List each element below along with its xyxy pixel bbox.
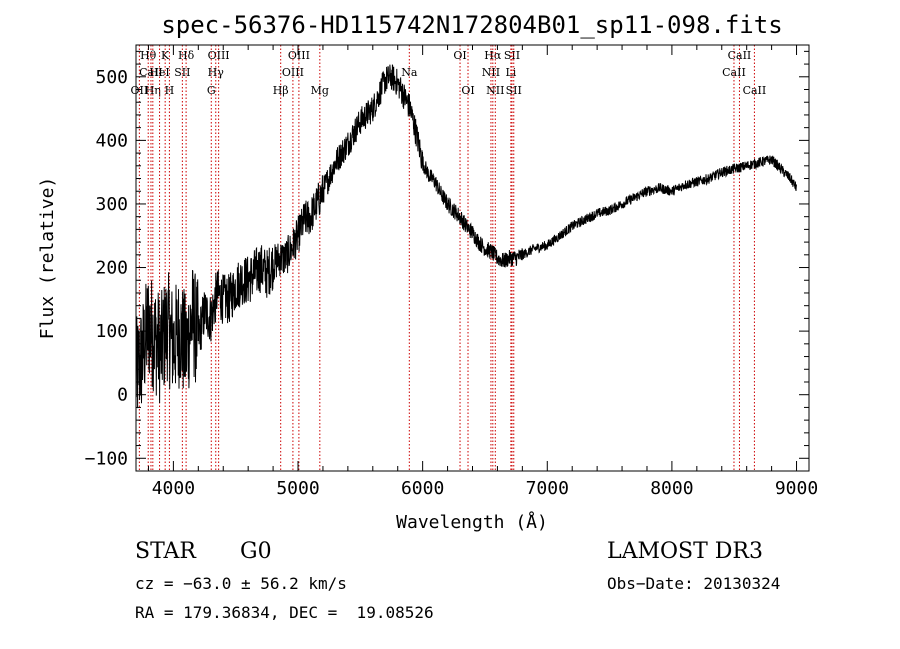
survey-name: LAMOST DR3 [607, 539, 763, 564]
x-axis-label: Wavelength (Å) [396, 511, 548, 533]
spectral-line-label-7: SII [174, 66, 190, 79]
plot-frame [135, 44, 810, 472]
spectral-line-label-10: Hγ [208, 66, 225, 79]
spectral-line-label-15: Mg [311, 84, 329, 97]
x-tick-label: 7000 [526, 478, 569, 499]
y-axis-label: Flux (relative) [37, 177, 58, 340]
ticks-layer: 4000 5000 6000 7000 8000 9000 −100 0 100 200 300 40… [85, 45, 818, 499]
series-layer [135, 64, 797, 409]
spectral-line-label-21: NII [486, 84, 504, 97]
spectral-line-label-23: Li [505, 66, 516, 79]
chart-title: spec-56376-HD115742N172804B01_sp11-098.f… [161, 11, 782, 39]
spectral-line-label-5: HeI [149, 66, 169, 79]
spectral-line-label-6: H [165, 84, 175, 97]
spectral-line-label-14: OIII [282, 66, 304, 79]
spectral-line-label-0: Hθ [140, 49, 157, 62]
y-tick-label: 200 [95, 258, 128, 279]
object-type: STAR [135, 539, 196, 564]
spectral-line-label-17: OI [453, 49, 466, 62]
spectral-line-label-2: OII [131, 84, 149, 97]
y-tick-label: 500 [95, 67, 128, 88]
axes-layer [135, 44, 810, 472]
spectral-line-label-26: CaII [722, 66, 746, 79]
obs-date-text: Obs−Date: 20130324 [607, 574, 781, 593]
x-tick-label: 8000 [650, 478, 693, 499]
spectral-line-label-4: K [161, 49, 170, 62]
spectral-line-label-13: OIII [288, 49, 310, 62]
y-tick-label: 100 [95, 321, 128, 342]
spectral-line-label-16: Na [401, 66, 418, 79]
spectral-line-label-8: Hδ [178, 49, 195, 62]
spectral-line-label-11: G [207, 84, 216, 97]
spectral-line-label-12: Hβ [273, 84, 289, 97]
coordinates-text: RA = 179.36834, DEC = 19.08526 [135, 603, 434, 622]
spectral-line-label-3: Hη [145, 84, 161, 97]
flux-series-line [135, 64, 797, 409]
spectral-line-label-27: CaII [743, 84, 767, 97]
spectral-line-label-1: CaII [139, 66, 163, 79]
x-tick-label: 6000 [401, 478, 444, 499]
spectral-line-label-9: OIII [208, 49, 230, 62]
x-tick-label: 4000 [152, 478, 195, 499]
redshift-text: cz = −63.0 ± 56.2 km/s [135, 574, 347, 593]
spectral-line-label-20: NII [482, 66, 500, 79]
spectral-line-label-18: OI [461, 84, 474, 97]
spectral-line-label-19: Hα [484, 49, 502, 62]
y-tick-label: 300 [95, 194, 128, 215]
x-tick-label: 5000 [276, 478, 319, 499]
y-tick-label: −100 [85, 448, 128, 469]
spectral-line-label-25: CaII [728, 49, 752, 62]
spectral-line-label-24: SII [506, 84, 522, 97]
y-tick-label: 0 [117, 385, 128, 406]
y-tick-label: 400 [95, 130, 128, 151]
spectral-line-label-22: SII [504, 49, 520, 62]
subclass: G0 [240, 539, 272, 564]
x-tick-label: 9000 [775, 478, 818, 499]
